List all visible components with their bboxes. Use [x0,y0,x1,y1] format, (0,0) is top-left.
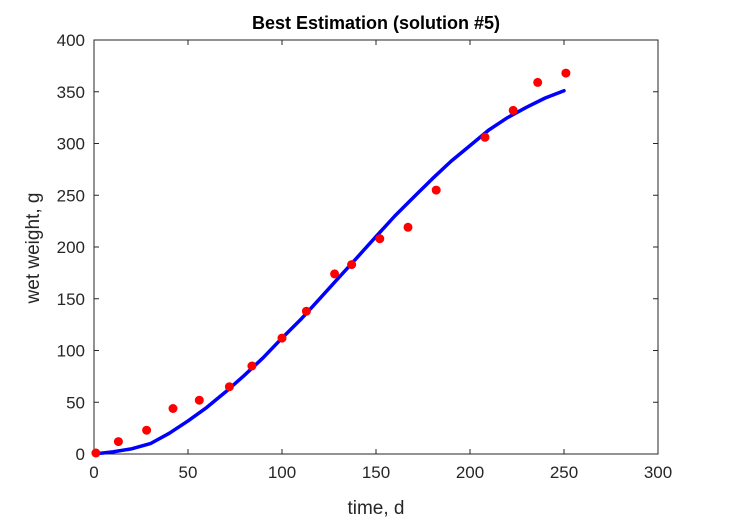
x-axis-label: time, d [347,498,404,519]
x-tick-label: 50 [179,463,198,482]
data-point [277,333,287,343]
data-point [533,77,543,87]
y-tick-label: 350 [57,83,85,102]
x-tick-label: 200 [456,463,484,482]
data-point [194,395,204,405]
data-point [431,185,441,195]
data-point [301,306,311,316]
y-tick-label: 150 [57,290,85,309]
y-tick-label: 50 [66,393,85,412]
data-point [142,425,152,435]
x-tick-label: 300 [644,463,672,482]
data-point [347,260,357,270]
y-tick-label: 300 [57,135,85,154]
data-point [508,105,518,115]
plot-area: 0 50 100 150 200 250 300 0 50 100 150 200 250 300 350 4… [57,31,673,482]
data-point [403,222,413,232]
data-point [91,448,101,458]
x-tick-label: 250 [550,463,578,482]
data-point [480,132,490,142]
x-tick-label: 100 [268,463,296,482]
y-axis-label: wet weight, g [23,193,44,305]
y-tick-label: 400 [57,31,85,50]
chart-title: Best Estimation (solution #5) [252,13,500,33]
data-point [113,437,123,447]
data-point [247,361,257,371]
y-tick-label: 250 [57,186,85,205]
data-point [168,404,178,413]
data-point [375,234,385,244]
y-tick-label: 100 [57,342,85,361]
fit-curve-line [92,88,566,456]
data-point [561,68,571,78]
data-point [330,269,340,279]
data-point [224,382,234,392]
y-tick-label: 200 [57,238,85,257]
x-tick-label: 150 [362,463,390,482]
y-tick-label: 0 [76,445,85,464]
x-tick-label: 0 [89,463,98,482]
